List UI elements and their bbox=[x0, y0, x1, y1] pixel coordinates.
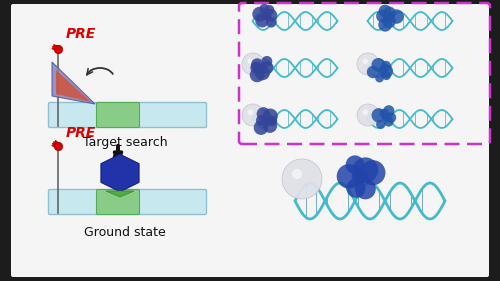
Circle shape bbox=[360, 160, 386, 185]
Circle shape bbox=[372, 58, 385, 72]
Circle shape bbox=[383, 6, 396, 20]
Circle shape bbox=[292, 169, 302, 179]
Circle shape bbox=[262, 12, 272, 21]
Circle shape bbox=[255, 65, 270, 80]
Circle shape bbox=[260, 61, 274, 74]
Circle shape bbox=[380, 61, 391, 71]
FancyBboxPatch shape bbox=[11, 4, 489, 277]
Polygon shape bbox=[56, 70, 91, 102]
Circle shape bbox=[262, 56, 272, 67]
Circle shape bbox=[378, 18, 392, 32]
Circle shape bbox=[254, 120, 268, 135]
Circle shape bbox=[384, 117, 394, 127]
Text: Target search: Target search bbox=[82, 136, 168, 149]
Circle shape bbox=[372, 108, 386, 123]
Circle shape bbox=[362, 110, 368, 115]
Circle shape bbox=[357, 104, 379, 126]
Polygon shape bbox=[106, 191, 134, 197]
Circle shape bbox=[262, 119, 277, 133]
Circle shape bbox=[352, 167, 368, 184]
Circle shape bbox=[352, 157, 378, 183]
Circle shape bbox=[256, 107, 270, 121]
Circle shape bbox=[390, 9, 404, 24]
Circle shape bbox=[376, 120, 386, 129]
Circle shape bbox=[256, 115, 266, 126]
Text: PRE: PRE bbox=[66, 27, 96, 41]
Circle shape bbox=[346, 155, 364, 174]
Circle shape bbox=[251, 58, 264, 71]
Polygon shape bbox=[101, 154, 139, 192]
FancyBboxPatch shape bbox=[96, 189, 140, 214]
Circle shape bbox=[378, 66, 386, 76]
Circle shape bbox=[255, 13, 269, 28]
Circle shape bbox=[378, 4, 392, 17]
Circle shape bbox=[267, 116, 277, 126]
Circle shape bbox=[346, 178, 366, 198]
Circle shape bbox=[367, 66, 380, 78]
Circle shape bbox=[357, 53, 379, 75]
Circle shape bbox=[256, 64, 266, 72]
Circle shape bbox=[384, 12, 392, 22]
Circle shape bbox=[386, 112, 396, 123]
Circle shape bbox=[262, 116, 272, 126]
Circle shape bbox=[266, 17, 276, 28]
Circle shape bbox=[282, 159, 322, 199]
Circle shape bbox=[355, 178, 376, 199]
Circle shape bbox=[250, 62, 262, 74]
FancyBboxPatch shape bbox=[48, 189, 206, 214]
Circle shape bbox=[264, 9, 278, 22]
Circle shape bbox=[242, 104, 264, 126]
Text: PRE: PRE bbox=[66, 126, 96, 140]
Circle shape bbox=[264, 5, 274, 15]
Circle shape bbox=[248, 58, 253, 64]
Circle shape bbox=[248, 110, 253, 115]
Text: Ground state: Ground state bbox=[84, 226, 166, 239]
Circle shape bbox=[380, 109, 389, 118]
Circle shape bbox=[380, 64, 393, 78]
Circle shape bbox=[382, 15, 396, 28]
Circle shape bbox=[250, 67, 264, 82]
FancyBboxPatch shape bbox=[96, 103, 140, 128]
Circle shape bbox=[362, 58, 368, 64]
Polygon shape bbox=[52, 62, 95, 104]
Circle shape bbox=[242, 53, 264, 75]
Circle shape bbox=[252, 7, 267, 22]
Circle shape bbox=[376, 9, 390, 23]
Circle shape bbox=[382, 112, 390, 122]
Circle shape bbox=[260, 4, 269, 13]
Circle shape bbox=[382, 71, 391, 80]
FancyBboxPatch shape bbox=[48, 103, 206, 128]
Circle shape bbox=[375, 74, 384, 83]
Circle shape bbox=[383, 105, 394, 116]
Circle shape bbox=[336, 164, 361, 189]
Circle shape bbox=[262, 108, 278, 124]
